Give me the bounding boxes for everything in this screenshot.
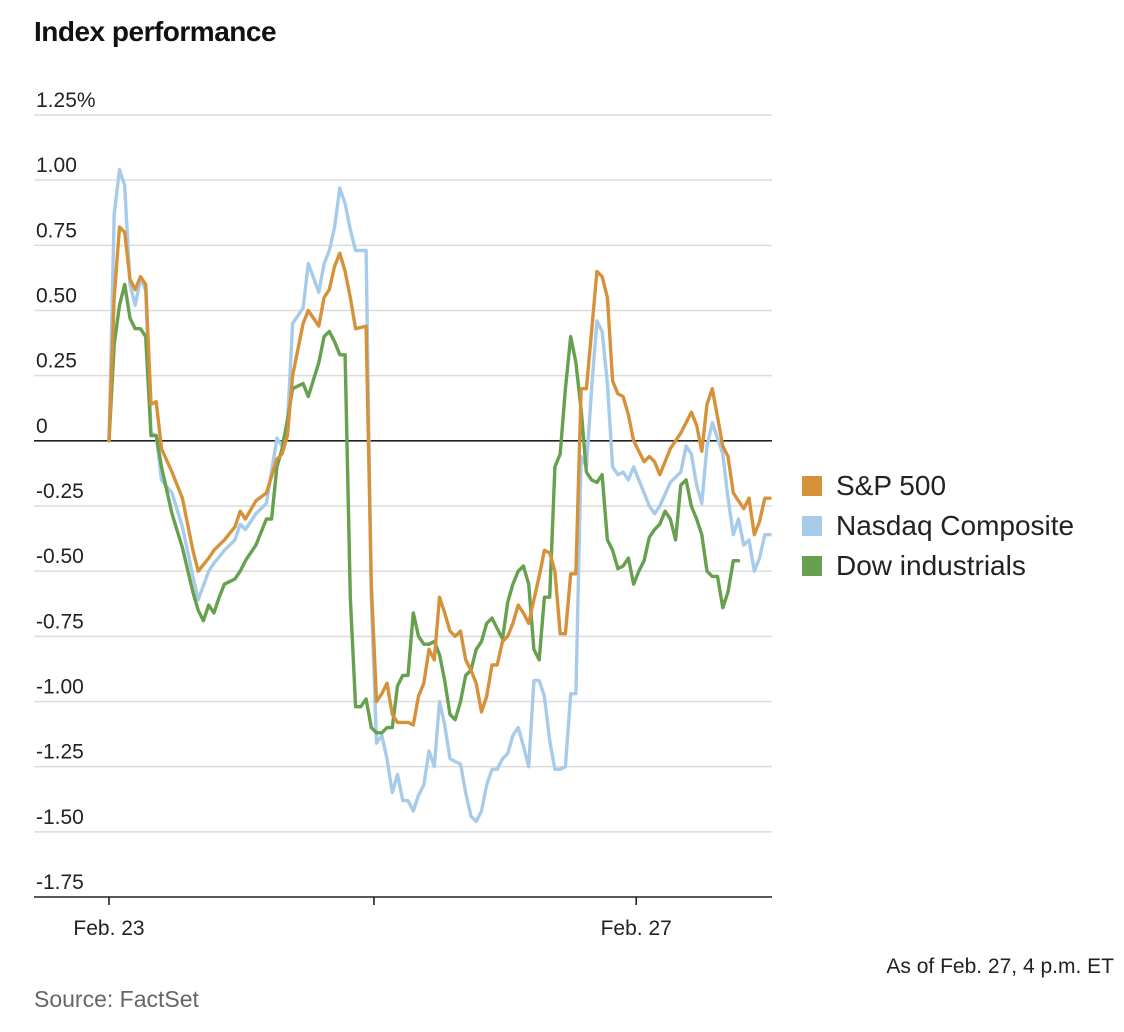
y-tick-label: 0.75 bbox=[36, 219, 77, 242]
series-line-dow-industrials bbox=[107, 282, 741, 735]
y-tick-label: -1.00 bbox=[36, 676, 84, 699]
series-line-nasdaq-composite bbox=[107, 168, 772, 824]
x-tick-label: Feb. 27 bbox=[601, 917, 672, 940]
y-tick-label: -0.75 bbox=[36, 610, 84, 633]
y-tick-label: 1.25% bbox=[36, 89, 96, 112]
legend-item-sp500: S&P 500 bbox=[802, 466, 1074, 506]
y-tick-label: 0.25 bbox=[36, 350, 77, 373]
chart-title: Index performance bbox=[34, 16, 277, 47]
y-tick-label: -0.50 bbox=[36, 545, 84, 568]
y-tick-label: 1.00 bbox=[36, 154, 77, 177]
legend-item-nasdaq: Nasdaq Composite bbox=[802, 506, 1074, 546]
legend-item-dow: Dow industrials bbox=[802, 546, 1074, 586]
y-tick-label: 0 bbox=[36, 415, 48, 438]
grid-lines bbox=[34, 114, 772, 833]
y-tick-label: -1.50 bbox=[36, 806, 84, 829]
y-tick-label: -0.25 bbox=[36, 480, 84, 503]
legend-label-sp500: S&P 500 bbox=[836, 470, 947, 501]
series-line-s-p-500 bbox=[107, 225, 772, 727]
y-tick-label: -1.25 bbox=[36, 741, 84, 764]
source-note: Source: FactSet bbox=[34, 986, 199, 1012]
legend-swatch-dow bbox=[802, 556, 822, 576]
legend-label-nasdaq: Nasdaq Composite bbox=[836, 510, 1075, 541]
x-tick-label: Feb. 23 bbox=[73, 917, 144, 940]
y-tick-label: -1.75 bbox=[36, 871, 84, 894]
legend: S&P 500 Nasdaq Composite Dow industrials bbox=[802, 466, 1074, 586]
legend-swatch-sp500 bbox=[802, 476, 822, 496]
tick-labels: 1.25% 1.00 0.75 0.50 0.25 0 -0.25 -0.50 -0.75 -1.… bbox=[36, 89, 672, 940]
legend-label-dow: Dow industrials bbox=[836, 550, 1026, 581]
legend-swatch-nasdaq bbox=[802, 516, 822, 536]
series-lines bbox=[107, 168, 772, 824]
as-of-note: As of Feb. 27, 4 p.m. ET bbox=[886, 955, 1114, 978]
y-tick-label: 0.50 bbox=[36, 285, 77, 308]
axes bbox=[34, 440, 772, 905]
